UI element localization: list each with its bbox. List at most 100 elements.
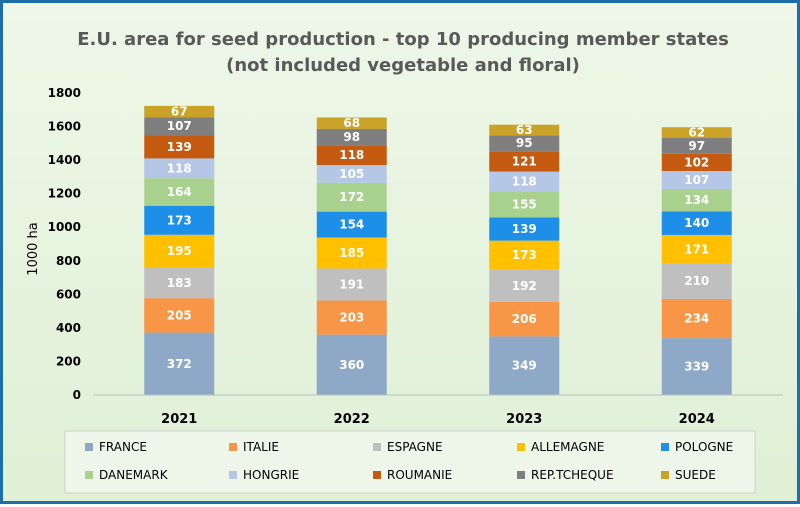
legend-label: POLOGNE xyxy=(675,440,733,454)
data-label: 67 xyxy=(171,105,188,119)
legend-swatch xyxy=(661,471,669,479)
y-tick-label: 1000 xyxy=(48,220,81,234)
bar-segment xyxy=(316,334,387,395)
bar-segment xyxy=(489,217,560,241)
bar-segment xyxy=(316,300,387,335)
data-label: 191 xyxy=(339,278,364,292)
data-label: 210 xyxy=(684,274,709,288)
y-tick-label: 1200 xyxy=(48,187,81,201)
bar-segment xyxy=(661,171,732,189)
bars-area: 3722051831951731641181391076736020319118… xyxy=(144,105,732,395)
data-label: 97 xyxy=(688,139,705,153)
data-label: 234 xyxy=(684,311,709,325)
legend-item: ESPAGNE xyxy=(373,440,443,454)
data-label: 134 xyxy=(684,193,709,207)
x-axis: 2021 2022 2023 2024 xyxy=(93,394,783,427)
legend-label: REP.TCHEQUE xyxy=(531,468,614,482)
bar-segment xyxy=(661,211,732,235)
bar-segment xyxy=(316,211,387,238)
x-tick-label: 2021 xyxy=(161,412,197,427)
bar-segment xyxy=(144,105,215,118)
data-label: 155 xyxy=(512,197,537,211)
legend-swatch xyxy=(517,443,525,451)
bar-segment xyxy=(316,237,387,269)
legend-swatch xyxy=(661,443,669,451)
legend-label: ESPAGNE xyxy=(387,440,443,454)
data-label: 192 xyxy=(512,279,537,293)
legend-item: ALLEMAGNE xyxy=(517,440,604,454)
bar-segment xyxy=(144,332,215,395)
data-label: 173 xyxy=(167,213,192,227)
data-label: 206 xyxy=(512,312,537,326)
legend-swatch xyxy=(517,471,525,479)
legend: FRANCE ITALIE ESPAGNE ALLEMAGNE POLOGNE DANEM… xyxy=(85,440,733,482)
x-tick-label: 2023 xyxy=(506,412,542,427)
y-tick-label: 0 xyxy=(73,388,81,402)
data-label: 339 xyxy=(684,360,709,374)
legend-item: ROUMANIE xyxy=(373,468,452,482)
data-label: 62 xyxy=(688,125,705,139)
bar-segment xyxy=(661,263,732,299)
chart-subtitle: (not included vegetable and floral) xyxy=(226,55,580,76)
y-tick-label: 1400 xyxy=(48,153,81,167)
data-label: 107 xyxy=(684,173,709,187)
data-label: 68 xyxy=(343,116,360,130)
bar-segment xyxy=(144,158,215,179)
legend-item: SUEDE xyxy=(661,468,716,482)
bar-segment xyxy=(661,234,732,264)
data-label: 140 xyxy=(684,216,709,230)
bar-segment xyxy=(489,191,560,218)
y-tick-label: 400 xyxy=(56,321,81,335)
legend-label: ALLEMAGNE xyxy=(531,440,604,454)
y-tick-label: 1600 xyxy=(48,120,81,134)
bar-segment xyxy=(144,298,215,333)
data-label: 98 xyxy=(343,130,360,144)
bar-segment xyxy=(661,298,732,339)
chart-title: E.U. area for seed production - top 10 p… xyxy=(77,29,729,50)
y-tick-label: 600 xyxy=(56,287,81,301)
bar-segment xyxy=(144,234,215,268)
data-label: 372 xyxy=(167,357,192,371)
bar-segment xyxy=(144,117,215,136)
data-label: 118 xyxy=(167,161,192,175)
y-tick-label: 800 xyxy=(56,254,81,268)
data-label: 183 xyxy=(167,276,192,290)
bar-segment xyxy=(661,127,732,138)
data-label: 121 xyxy=(512,154,537,168)
bar-segment xyxy=(661,338,732,395)
bar-segment xyxy=(489,336,560,395)
y-axis: 0 200 400 600 800 1000 1200 1400 1600 1800 xyxy=(48,86,81,402)
legend-label: SUEDE xyxy=(675,468,716,482)
data-label: 63 xyxy=(516,123,533,137)
legend-box xyxy=(64,430,756,494)
bar-segment xyxy=(316,165,387,183)
legend-label: FRANCE xyxy=(99,440,147,454)
bar-segment xyxy=(489,171,560,192)
legend-item: HONGRIE xyxy=(229,468,299,482)
bar-segment xyxy=(489,240,560,270)
bar-segment xyxy=(144,205,215,235)
data-label: 164 xyxy=(167,185,192,199)
bar-segment xyxy=(489,269,560,302)
bar-segment xyxy=(316,117,387,129)
data-label: 107 xyxy=(167,119,192,133)
legend-label: DANEMARK xyxy=(99,468,169,482)
bar-segment xyxy=(144,135,215,159)
data-label: 349 xyxy=(512,359,537,373)
legend-swatch xyxy=(85,471,93,479)
x-tick-label: 2022 xyxy=(334,412,370,427)
legend-item: DANEMARK xyxy=(85,468,169,482)
data-label: 95 xyxy=(516,136,533,150)
data-label: 173 xyxy=(512,248,537,262)
bar-segment xyxy=(489,124,560,136)
bar-segment xyxy=(661,153,732,172)
legend-swatch xyxy=(229,471,237,479)
data-label: 195 xyxy=(167,244,192,258)
data-label: 171 xyxy=(684,242,709,256)
legend-item: FRANCE xyxy=(85,440,147,454)
